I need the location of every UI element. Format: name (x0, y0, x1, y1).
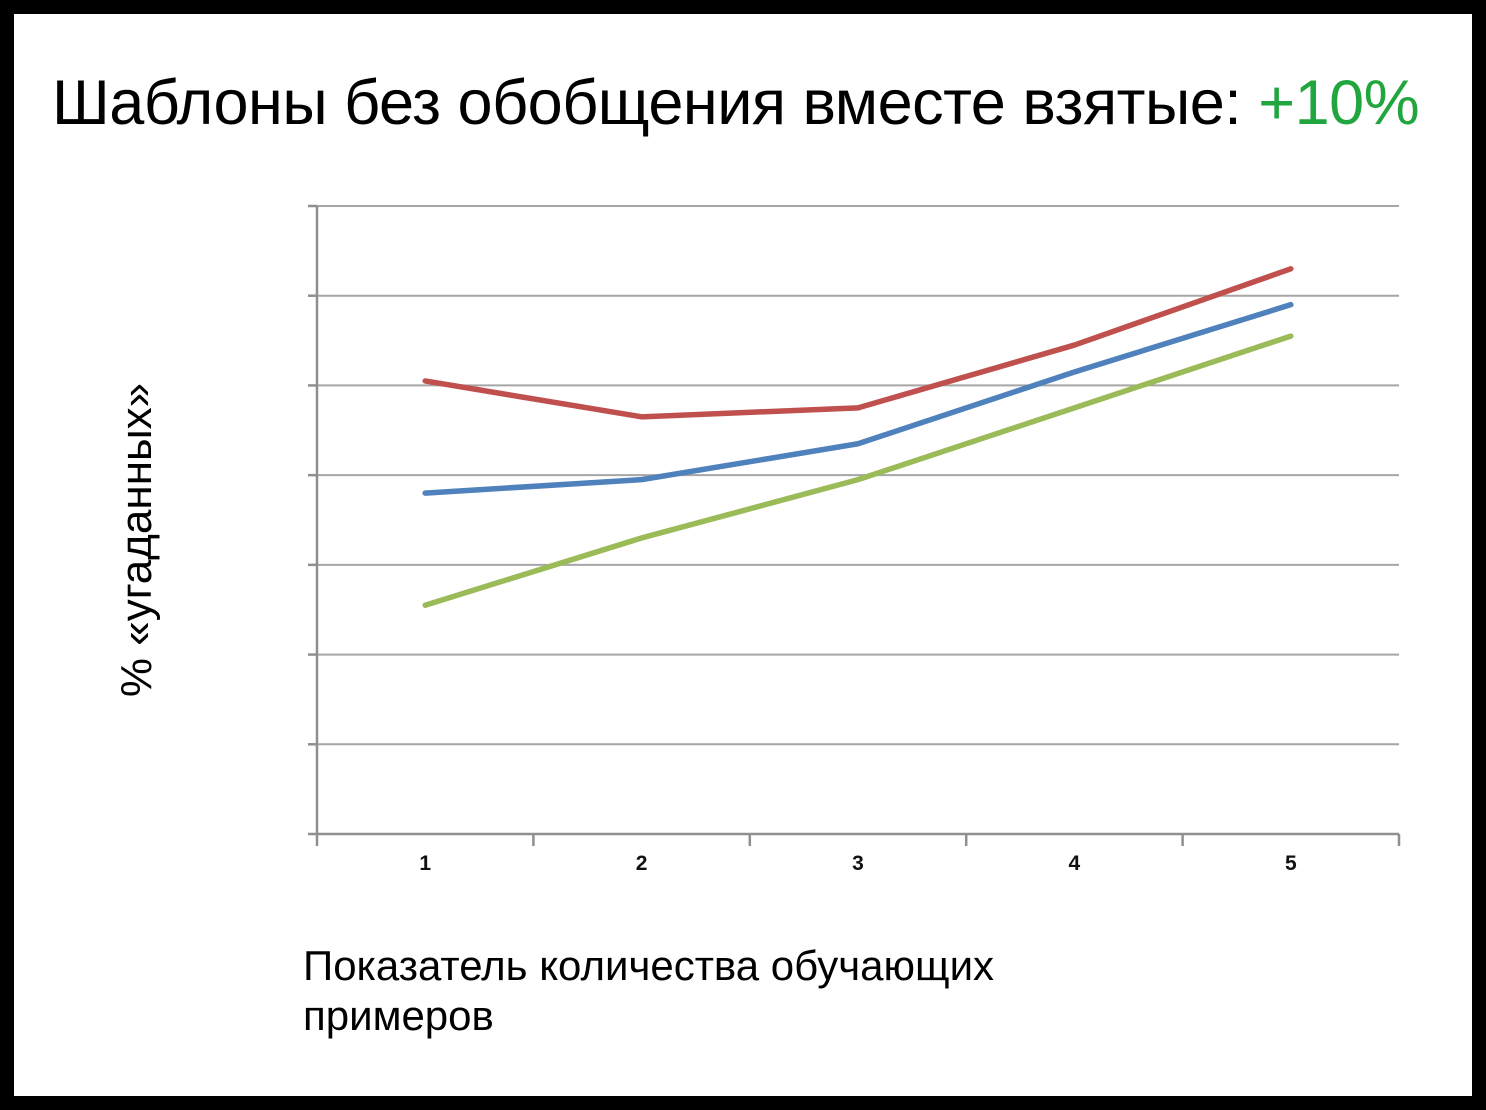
title-highlight: +10% (1258, 68, 1420, 138)
x-tick-label: 5 (1285, 852, 1297, 875)
red-line (422, 266, 1294, 420)
slide-title: Шаблоны без обобщения вместе взятые: +10… (52, 68, 1420, 138)
title-text: Шаблоны без обобщения вместе взятые: (52, 68, 1259, 138)
x-tick-label: 1 (419, 852, 431, 875)
green-line (422, 333, 1294, 608)
x-tick-label: 4 (1069, 852, 1081, 875)
x-axis-label: Показатель количества обучающих примеров (303, 942, 995, 1040)
x-tick-label: 3 (852, 852, 864, 875)
x-tick-labels-group: 1 2 3 4 5 (419, 852, 1297, 875)
series-group (422, 266, 1294, 608)
axes-group (308, 204, 1401, 846)
x-tick-label: 2 (636, 852, 648, 875)
blue-line (422, 301, 1294, 496)
